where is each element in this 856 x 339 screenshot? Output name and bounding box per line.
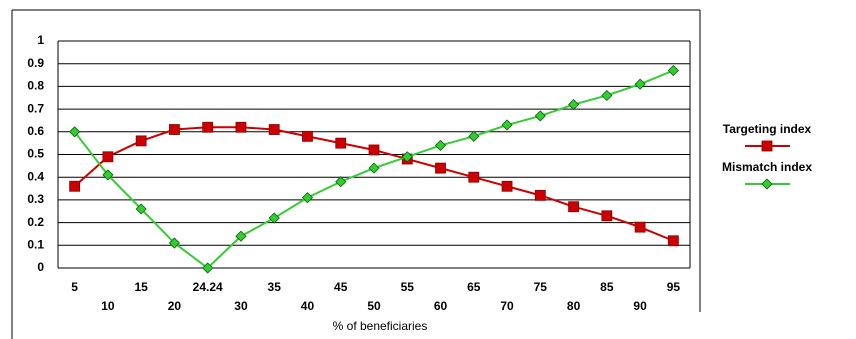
- data-point: [302, 130, 313, 142]
- data-point: [534, 110, 546, 122]
- data-point: [202, 262, 214, 274]
- data-point: [601, 210, 613, 222]
- data-point: [168, 237, 180, 249]
- data-point: [69, 180, 81, 192]
- y-tick-label: 0.7: [27, 101, 44, 115]
- data-point: [401, 151, 413, 163]
- y-tick-label: 1: [37, 33, 44, 47]
- y-tick-label: 0.2: [27, 215, 44, 229]
- data-point: [667, 235, 679, 247]
- legend-marker: [761, 178, 773, 190]
- data-point: [268, 212, 280, 224]
- data-point: [335, 176, 347, 188]
- data-point: [102, 169, 114, 181]
- data-point: [135, 203, 147, 215]
- data-point: [534, 189, 546, 201]
- data-point: [568, 201, 579, 213]
- x-tick-label: 85: [600, 280, 614, 294]
- data-point: [601, 89, 613, 102]
- x-tick-label: 55: [401, 280, 415, 294]
- x-tick-label: 80: [567, 299, 581, 313]
- y-tick-label: 0.5: [27, 147, 44, 161]
- data-point: [268, 124, 280, 135]
- x-tick-label: 40: [301, 299, 315, 313]
- x-axis-label: % of beneficiaries: [333, 319, 428, 333]
- series-line: [73, 126, 674, 242]
- x-tick-label: 50: [367, 299, 381, 313]
- legend-label: Targeting index: [723, 122, 812, 136]
- data-point: [568, 98, 580, 111]
- x-tick-label: 35: [268, 280, 282, 294]
- data-point: [368, 162, 380, 174]
- data-point: [501, 119, 513, 131]
- x-tick-label: 15: [134, 280, 148, 294]
- data-point: [667, 64, 679, 77]
- x-tick-label: 10: [101, 299, 115, 313]
- data-point: [102, 151, 114, 163]
- x-tick-label: 95: [667, 280, 681, 294]
- y-tick-label: 0.8: [27, 79, 44, 93]
- y-tick-label: 0.1: [27, 237, 44, 251]
- data-point: [434, 139, 447, 151]
- legend-marker: [761, 140, 773, 152]
- data-point: [169, 124, 180, 135]
- y-tick-label: 0.3: [27, 192, 44, 206]
- x-tick-label: 24.24: [193, 280, 223, 294]
- data-point: [235, 230, 247, 242]
- x-tick-label: 30: [234, 299, 248, 313]
- data-point: [501, 180, 513, 192]
- y-tick-label: 0.9: [27, 56, 44, 70]
- legend-label: Mismatch index: [722, 160, 812, 174]
- data-point: [69, 126, 81, 138]
- data-point: [468, 171, 480, 183]
- data-point: [634, 221, 646, 233]
- data-point: [335, 137, 347, 149]
- data-point: [634, 78, 646, 90]
- data-point: [235, 121, 247, 133]
- x-tick-label: 20: [168, 299, 182, 313]
- x-tick-label: 60: [434, 299, 448, 313]
- x-tick-label: 65: [467, 280, 481, 294]
- data-point: [368, 144, 380, 156]
- data-point: [435, 162, 446, 174]
- data-point: [468, 130, 480, 142]
- x-tick-label: 5: [71, 280, 78, 294]
- y-tick-label: 0: [37, 260, 44, 274]
- y-tick-label: 0.6: [27, 124, 44, 138]
- y-tick-label: 0.4: [27, 169, 44, 183]
- x-tick-label: 70: [500, 299, 514, 313]
- data-point: [202, 121, 214, 133]
- x-tick-label: 90: [633, 299, 647, 313]
- data-point: [301, 192, 314, 204]
- x-tick-label: 45: [334, 280, 348, 294]
- data-point: [135, 135, 147, 147]
- x-tick-label: 75: [534, 280, 548, 294]
